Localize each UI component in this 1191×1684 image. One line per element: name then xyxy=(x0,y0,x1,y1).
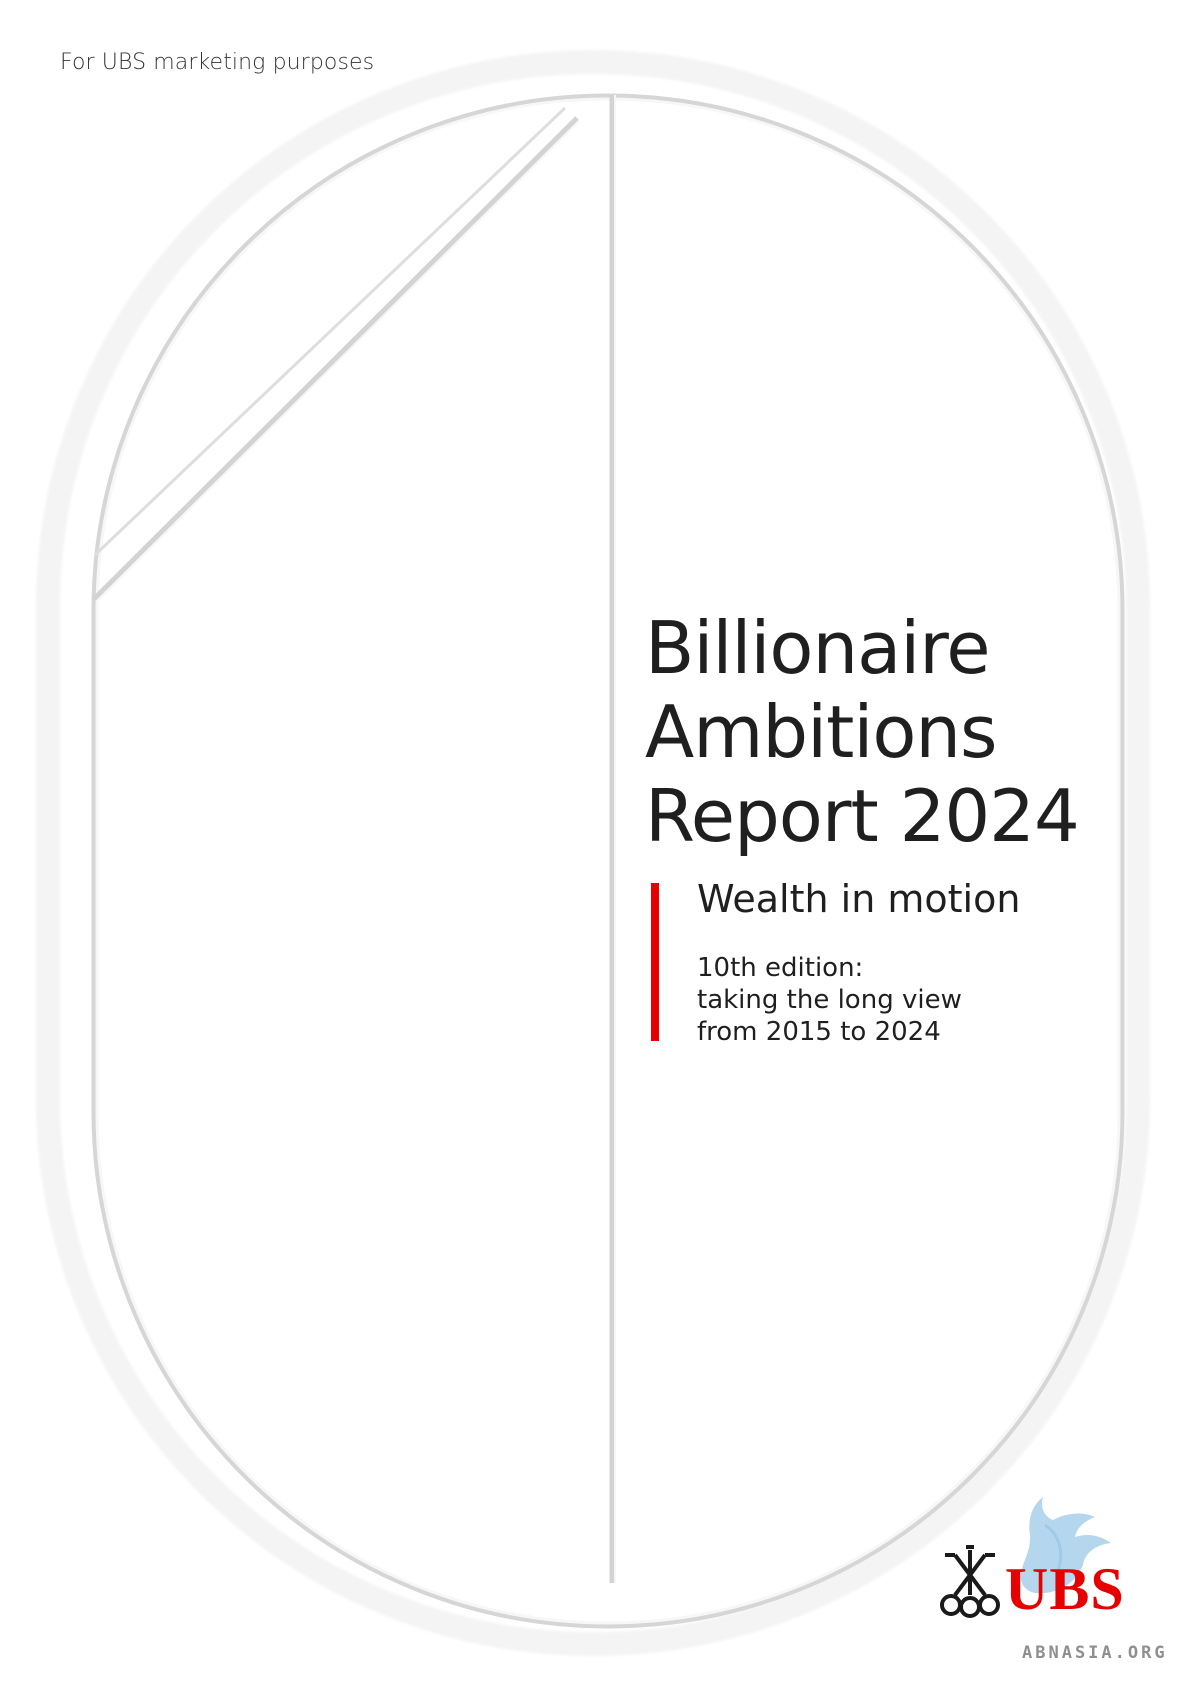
ubs-wordmark: UBS xyxy=(1005,1556,1125,1622)
oval-outline-shadow xyxy=(91,93,1125,1629)
oval-halo xyxy=(36,50,1150,1656)
diagonal-line xyxy=(91,116,579,602)
watermark-griffin-icon xyxy=(1020,1497,1111,1594)
watermark-text: ABNASIA.ORG xyxy=(1022,1643,1168,1663)
keys-icon xyxy=(940,1545,1000,1618)
report-subtitle: Wealth in motion xyxy=(697,877,1021,921)
oval-outline-highlight xyxy=(95,97,1121,1625)
edition-line-2: taking the long view xyxy=(697,985,962,1015)
accent-bar xyxy=(651,883,659,1041)
title-line-2: Ambitions xyxy=(645,690,998,774)
title-line-3: Report 2024 xyxy=(645,774,1080,858)
edition-note: 10th edition: taking the long view from … xyxy=(697,952,962,1048)
ubs-logo xyxy=(940,1497,1111,1618)
diagonal-line-upper xyxy=(93,106,567,557)
marketing-note: For UBS marketing purposes xyxy=(60,50,375,75)
report-title: Billionaire Ambitions Report 2024 xyxy=(645,606,1080,858)
edition-line-1: 10th edition: xyxy=(697,953,864,983)
edition-line-3: from 2015 to 2024 xyxy=(697,1017,941,1047)
title-line-1: Billionaire xyxy=(645,606,991,690)
